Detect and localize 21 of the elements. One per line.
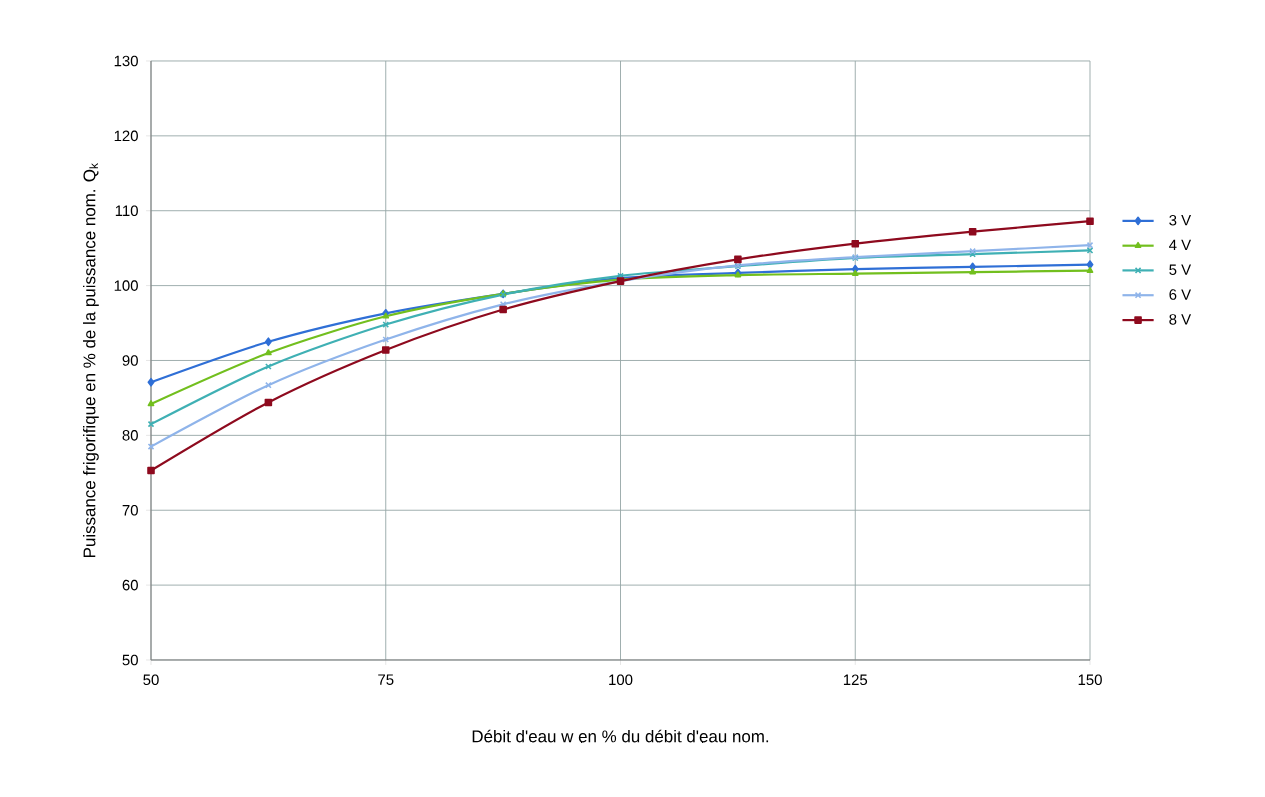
legend-label: 6 V — [1169, 289, 1192, 300]
x-tick-label: 125 — [843, 674, 868, 686]
x-tick-label: 100 — [609, 674, 633, 686]
x-tick-label: 75 — [378, 674, 394, 685]
x-tick-label: 150 — [1078, 674, 1102, 686]
y-tick-label: 120 — [114, 130, 138, 142]
x-axis-title: Débit d'eau w en % du débit d'eau nom. — [472, 729, 769, 743]
legend-label: 4 V — [1169, 239, 1192, 251]
legend-label: 3 V — [1169, 214, 1192, 226]
y-tick-label: 60 — [122, 579, 138, 591]
y-tick-label: 70 — [122, 504, 138, 516]
y-axis-title: Puissance frigorifique en % de la puissance nom. Q$_{k}$ — [83, 163, 99, 558]
y-tick-label: 130 — [114, 55, 138, 67]
legend-label: 8 V — [1169, 314, 1192, 325]
y-tick-label: 50 — [122, 654, 138, 666]
legend-label: 5 V — [1169, 264, 1192, 275]
x-tick-label: 50 — [143, 674, 159, 686]
y-tick-label: 80 — [122, 430, 138, 441]
y-tick-label: 90 — [122, 355, 138, 366]
y-tick-label: 100 — [114, 280, 138, 291]
y-tick-label: 110 — [115, 205, 138, 217]
